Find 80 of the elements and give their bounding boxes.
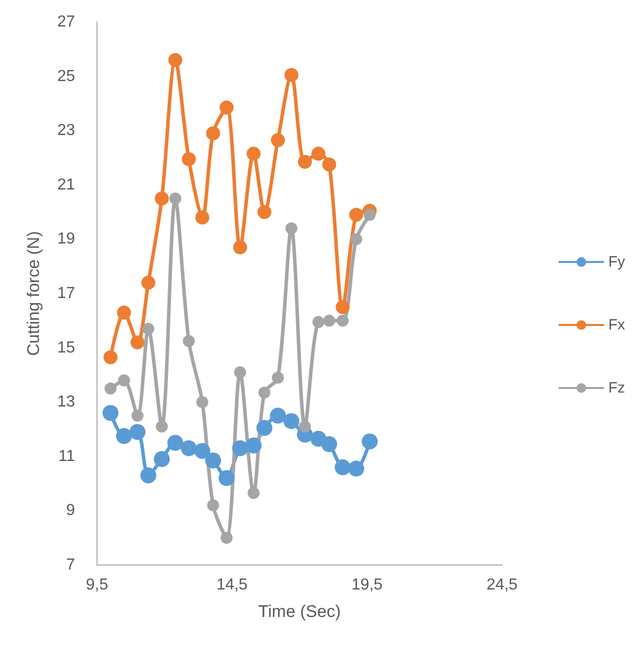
- y-tick-label: 27: [57, 14, 76, 30]
- point: [194, 442, 210, 459]
- point: [312, 316, 324, 328]
- point: [234, 366, 246, 378]
- point: [246, 146, 261, 161]
- point: [349, 208, 364, 222]
- x-tick-label: 9,5: [86, 576, 108, 594]
- point: [364, 208, 376, 221]
- legend-label: Fy: [608, 254, 626, 270]
- point: [205, 452, 222, 468]
- point: [323, 314, 336, 327]
- point: [220, 100, 234, 115]
- point: [104, 382, 116, 395]
- point: [232, 440, 248, 456]
- point: [118, 374, 130, 386]
- point: [246, 438, 262, 454]
- x-axis-title: Time (Sec): [258, 602, 341, 621]
- point: [182, 152, 196, 166]
- point: [336, 314, 349, 327]
- y-tick-label: 9: [66, 502, 76, 520]
- point: [132, 410, 144, 422]
- y-tick-label: 25: [57, 68, 76, 85]
- point: [154, 191, 169, 206]
- y-tick-label: 21: [57, 176, 76, 194]
- point: [321, 436, 338, 452]
- legend-label: Fx: [608, 316, 626, 334]
- x-tick-label: 14,5: [216, 576, 248, 594]
- point: [248, 487, 260, 500]
- point: [141, 276, 156, 290]
- y-tick-label: 13: [57, 394, 76, 411]
- point: [283, 413, 300, 430]
- point: [117, 306, 131, 320]
- point: [285, 222, 298, 234]
- point: [258, 386, 270, 399]
- point: [256, 420, 272, 436]
- point: [196, 396, 208, 408]
- point: [348, 460, 364, 477]
- point: [336, 300, 350, 314]
- y-tick-label: 23: [57, 122, 76, 140]
- legend-label: Fz: [608, 380, 626, 396]
- point: [311, 146, 326, 161]
- point: [284, 68, 298, 82]
- point: [167, 434, 184, 451]
- point: [180, 440, 197, 456]
- point: [334, 459, 351, 476]
- point: [140, 467, 156, 484]
- point: [257, 205, 272, 220]
- y-tick-label: 7: [66, 556, 76, 574]
- point: [168, 53, 182, 68]
- y-tick-label: 19: [57, 230, 76, 248]
- point: [350, 233, 362, 246]
- point: [102, 404, 118, 421]
- x-tick-label: 19,5: [351, 576, 383, 594]
- y-tick-label: 17: [57, 285, 76, 302]
- point: [154, 451, 170, 468]
- point: [362, 433, 378, 450]
- point: [116, 428, 132, 444]
- point: [298, 420, 311, 433]
- point: [142, 322, 154, 335]
- point: [130, 424, 146, 440]
- point: [206, 126, 220, 140]
- point: [270, 408, 286, 424]
- point: [156, 420, 168, 433]
- point: [270, 133, 285, 148]
- point: [220, 532, 233, 544]
- point: [169, 192, 182, 204]
- x-tick-label: 24,5: [486, 576, 518, 594]
- point: [130, 335, 144, 350]
- point: [195, 210, 210, 224]
- y-axis-title: Cutting force (N): [24, 231, 43, 356]
- point: [218, 470, 235, 486]
- y-tick-label: 11: [58, 448, 76, 465]
- point: [207, 499, 220, 512]
- point: [298, 154, 312, 169]
- point: [233, 240, 248, 254]
- y-tick-label: 15: [57, 339, 76, 356]
- point: [182, 335, 195, 348]
- point: [322, 158, 336, 172]
- point: [272, 372, 284, 384]
- point: [104, 350, 118, 364]
